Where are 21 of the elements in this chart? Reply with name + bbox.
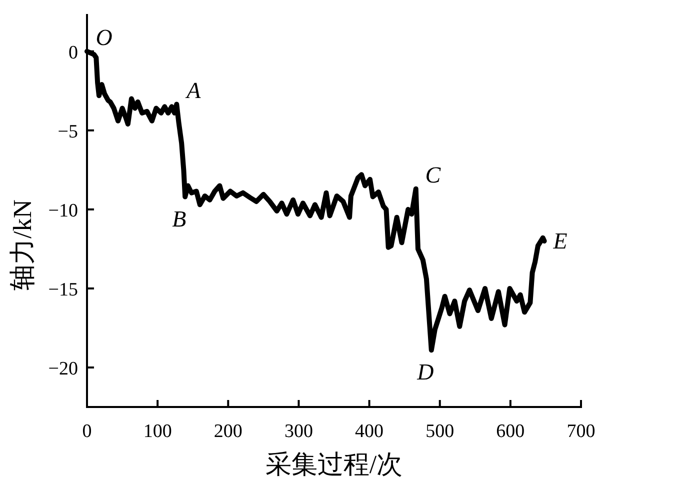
x-tick-label: 300: [284, 421, 313, 442]
x-tick-label: 400: [355, 421, 384, 442]
annotation: E: [552, 228, 568, 254]
x-tick-label: 200: [214, 421, 242, 442]
annotation: A: [184, 78, 202, 103]
x-tick-label: 500: [426, 421, 454, 442]
x-axis-title: 采集过程/次: [265, 450, 403, 479]
x-tick-label: 100: [143, 421, 172, 442]
x-tick-label: 600: [496, 421, 525, 442]
y-tick-label: −10: [48, 200, 78, 222]
annotation: B: [172, 206, 186, 232]
y-tick-label: −20: [48, 358, 78, 380]
y-tick-label: −15: [48, 279, 78, 300]
y-tick-label: 0: [68, 42, 78, 64]
annotation: O: [96, 24, 113, 50]
annotation: D: [416, 360, 434, 385]
x-tick-label: 700: [566, 421, 596, 442]
y-axis-title: 轴力/kN: [8, 199, 37, 290]
y-tick-label: −5: [58, 121, 78, 142]
x-tick-label: 0: [82, 421, 92, 442]
annotation: C: [425, 162, 442, 188]
